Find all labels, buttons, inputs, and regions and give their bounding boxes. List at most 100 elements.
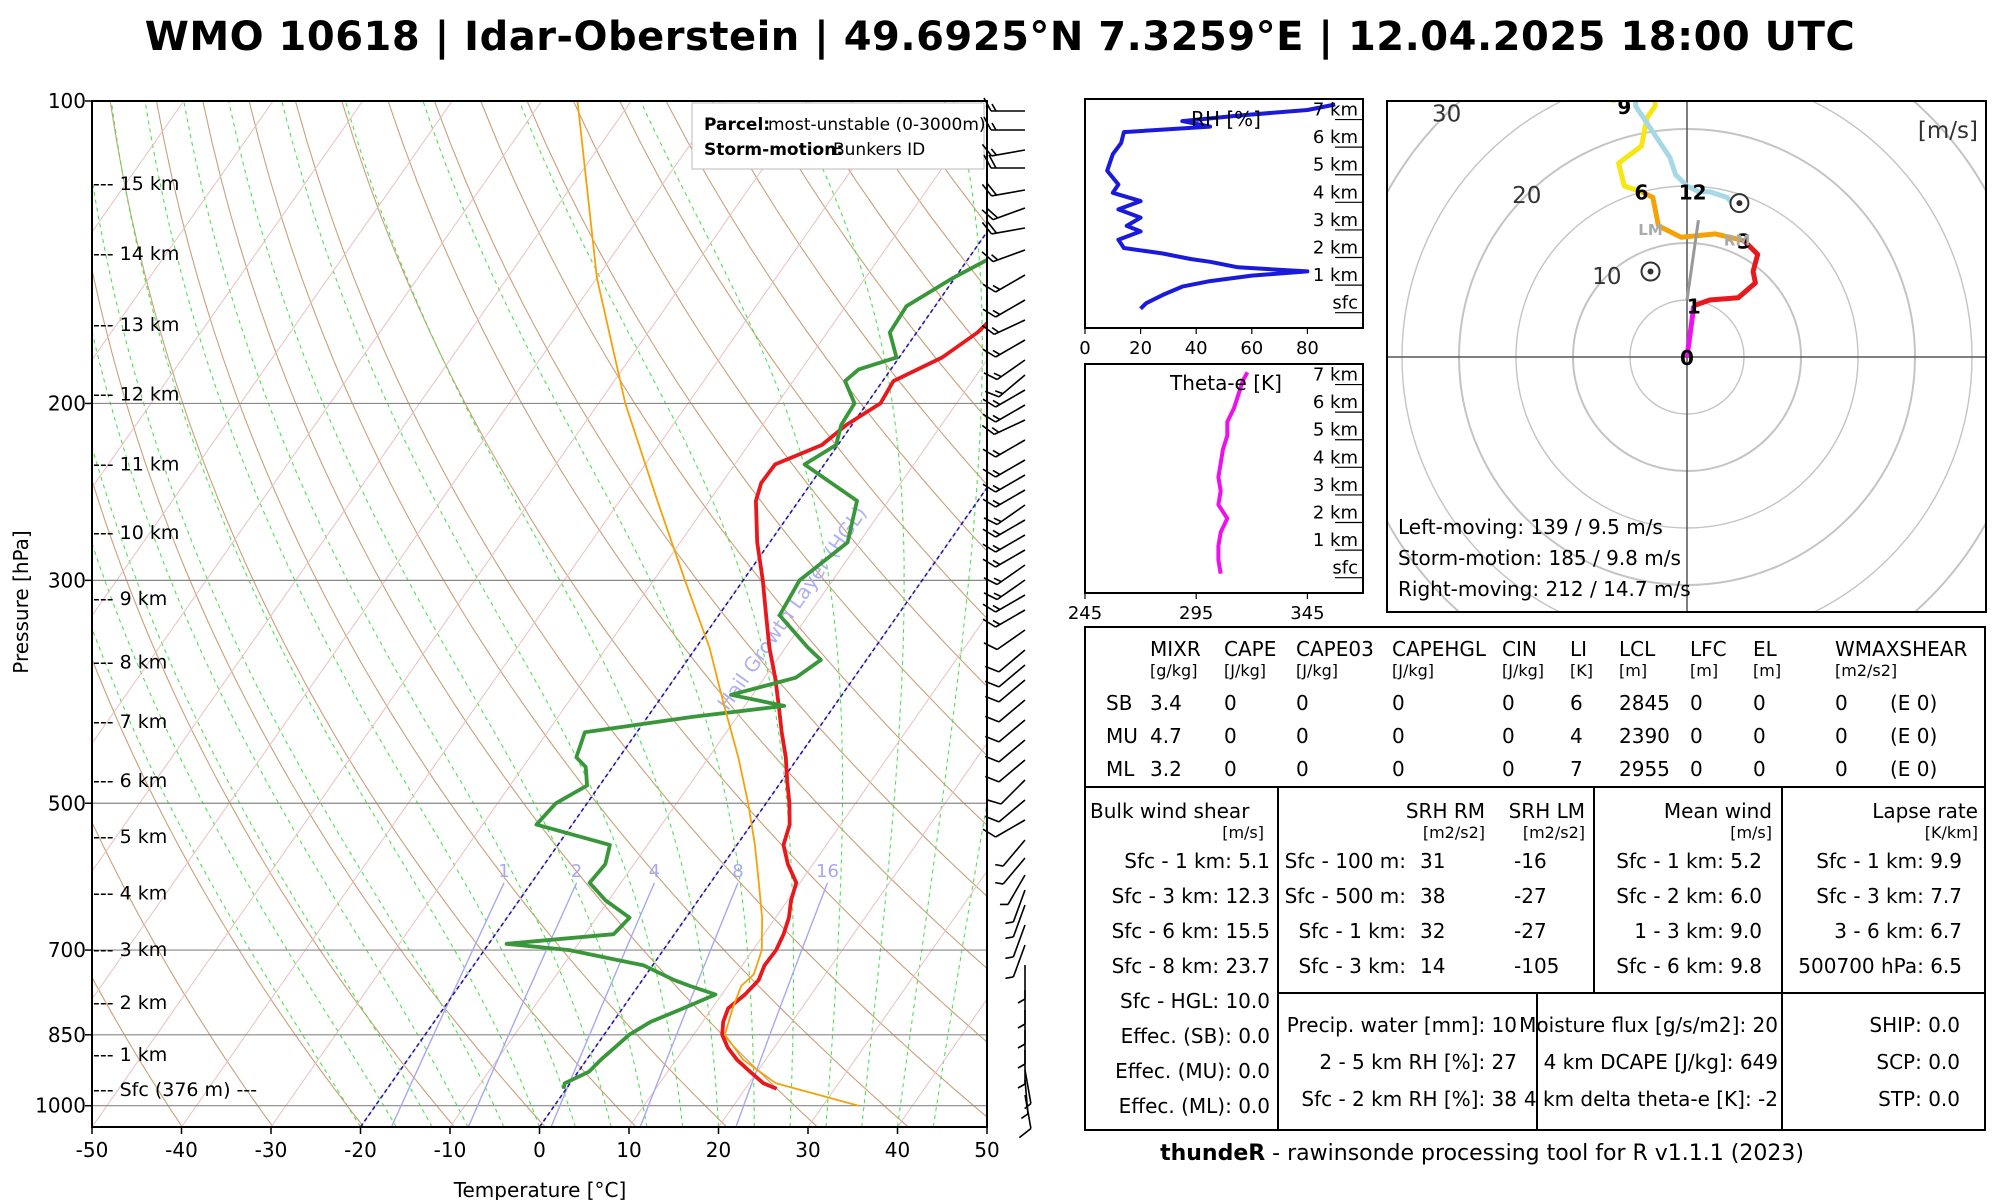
param-cell: 4 (1570, 724, 1583, 748)
skewt-ylabel: Pressure [hPa] (9, 530, 33, 673)
isotherm (92, 101, 364, 489)
thetae-title: Theta-e [K] (1169, 371, 1282, 395)
isotherm (181, 101, 901, 1127)
hodo-segment (1640, 189, 1745, 244)
dry-adiabat (202, 101, 818, 1127)
height-label: --- 9 km (93, 588, 167, 610)
x-tick-label: -10 (434, 1138, 467, 1162)
dry-adiabat (619, 101, 987, 620)
param-cell: 0 (1392, 724, 1405, 748)
moist-adiabat (110, 101, 541, 1127)
wind-barb (981, 182, 1026, 197)
param-cell: 0 (1690, 757, 1703, 781)
isotherm (92, 101, 274, 361)
moist-adiabat (932, 799, 987, 1127)
y-tick-label: 700 (48, 938, 86, 962)
barb-flag (981, 221, 993, 235)
km-label: 6 km (1313, 127, 1358, 148)
wind-barb (983, 154, 1025, 169)
bulk-row: Sfc - HGL: 10.0 (1120, 989, 1270, 1013)
barb-flag (982, 603, 996, 613)
barb-flag (982, 543, 996, 553)
barb-flag (982, 483, 996, 493)
bulk-row: Effec. (ML): 0.0 (1119, 1094, 1270, 1118)
barb-half (992, 284, 1001, 291)
barb-flag (984, 665, 1000, 673)
barb-flag (984, 680, 1000, 688)
mean-title: Mean wind (1664, 799, 1772, 823)
bulk-unit: [m/s] (1222, 823, 1264, 842)
hodograph-unit: [m/s] (1918, 118, 1978, 144)
srh-lm-value: -105 (1514, 954, 1559, 978)
param-cell: 0 (1296, 724, 1309, 748)
barb-half (992, 619, 1001, 626)
composite-row: SHIP: 0.0 (1869, 1013, 1960, 1037)
wind-barb (982, 274, 1026, 293)
isotherm (718, 742, 987, 1127)
barb-flag (983, 592, 998, 601)
legend-storm-value: Bunkers ID (833, 140, 925, 160)
param-cell: 0 (1392, 757, 1405, 781)
x-tick-label: 20 (1129, 338, 1152, 359)
barb-half (994, 390, 1004, 395)
barb-staff (995, 299, 1026, 318)
mixing-ratio-label: 2 (571, 861, 582, 882)
rh-frame (1084, 98, 1364, 329)
dewpoint-line (504, 257, 987, 1090)
barb-flag (982, 283, 996, 293)
srh-row-label: Sfc - 500 m: (1285, 884, 1406, 908)
km-label: 5 km (1313, 155, 1358, 176)
barb-flag (986, 220, 998, 234)
rh-title: RH [%] (1191, 107, 1261, 131)
wind-barb (984, 374, 1026, 398)
mean-row: 1 - 3 km: 9.0 (1634, 919, 1762, 943)
moist-adiabat (791, 101, 905, 1127)
barb-flag (982, 413, 996, 423)
height-label: --- 12 km (93, 384, 179, 406)
hodo-segment (1633, 101, 1735, 205)
rh-panel: RH [%] 7 km 6 km 5 km 4 km 3 km 2 km 1 km sfc 0 2… (1079, 98, 1364, 359)
x-tick-label: -20 (344, 1138, 377, 1162)
dry-adiabat (92, 976, 183, 1127)
moist-adiabat (422, 101, 755, 1127)
moist-adiabat (144, 101, 576, 1127)
param-cell: 0 (1690, 724, 1703, 748)
barb-staff (995, 519, 1026, 538)
hodo-segment (1685, 219, 1700, 301)
parameter-tables: MIXR CAPE CAPE03 CAPEHGL CIN LI LCL LFC EL WMAXSH… (1084, 626, 1986, 1131)
param-cell: MU (1106, 724, 1138, 748)
hodo-ring-label: 40 (1352, 21, 1381, 47)
bulk-title: Bulk wind shear (1090, 799, 1250, 823)
wind-barb (1005, 904, 1026, 940)
barb-flag (983, 372, 998, 381)
barb-half (992, 349, 1001, 356)
barb-staff (996, 504, 1026, 526)
barb-half (1020, 1113, 1029, 1120)
srh-rm-value: 32 (1420, 919, 1445, 943)
moist-adiabat (344, 101, 720, 1127)
rm-marker-dot (1736, 200, 1743, 207)
barb-half (993, 592, 1002, 598)
barb-flag (988, 154, 997, 169)
bulk-row: Sfc - 8 km: 23.7 (1112, 954, 1270, 978)
barb-flag (981, 143, 993, 157)
motion-left: Left-moving: 139 / 9.5 m/s (1398, 515, 1663, 539)
barb-staff (998, 664, 1026, 688)
dry-adiabat (92, 821, 274, 1127)
moist-adiabat (92, 541, 397, 1127)
param-cell: (E 0) (1890, 757, 1937, 781)
barb-staff (995, 389, 1026, 408)
srh-rm-value: 38 (1420, 884, 1445, 908)
barb-half (995, 863, 1004, 867)
barb-staff (998, 719, 1026, 743)
param-cell: 7 (1570, 757, 1583, 781)
barb-staff (992, 207, 1026, 221)
wind-barb (982, 339, 1026, 358)
barb-flag (984, 815, 1000, 823)
barb-half (1005, 921, 1014, 925)
wind-barb (1017, 965, 1026, 1004)
param-header: CAPE03 (1296, 637, 1374, 661)
barb-half (992, 309, 1001, 316)
km-label: 7 km (1313, 100, 1358, 121)
wind-barb (981, 207, 1026, 221)
